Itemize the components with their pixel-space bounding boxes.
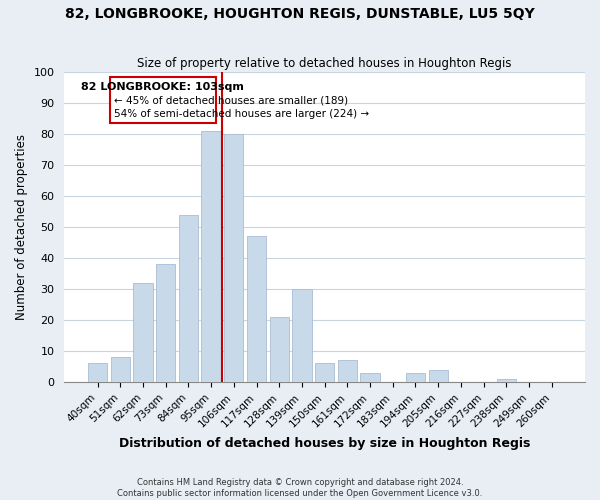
Bar (202, 131, 221, 382)
Title: Size of property relative to detached houses in Houghton Regis: Size of property relative to detached ho… (137, 56, 512, 70)
Text: 54% of semi-detached houses are larger (224) →: 54% of semi-detached houses are larger (… (114, 109, 369, 119)
Bar (179, 214, 198, 382)
Y-axis label: Number of detached properties: Number of detached properties (15, 134, 28, 320)
Text: 82, LONGBROOKE, HOUGHTON REGIS, DUNSTABLE, LU5 5QY: 82, LONGBROOKE, HOUGHTON REGIS, DUNSTABL… (65, 8, 535, 22)
FancyBboxPatch shape (110, 76, 215, 123)
Bar (428, 370, 448, 382)
Bar (156, 264, 175, 382)
Bar (315, 364, 334, 382)
Bar (361, 373, 380, 382)
Bar (247, 236, 266, 382)
Bar (406, 373, 425, 382)
Bar (224, 134, 244, 382)
Bar (133, 283, 152, 382)
Text: ← 45% of detached houses are smaller (189): ← 45% of detached houses are smaller (18… (114, 96, 348, 106)
Bar (269, 317, 289, 382)
Text: Contains HM Land Registry data © Crown copyright and database right 2024.
Contai: Contains HM Land Registry data © Crown c… (118, 478, 482, 498)
Bar (338, 360, 357, 382)
Bar (110, 358, 130, 382)
Bar (497, 379, 516, 382)
Bar (292, 289, 311, 382)
X-axis label: Distribution of detached houses by size in Houghton Regis: Distribution of detached houses by size … (119, 437, 530, 450)
Bar (88, 364, 107, 382)
Text: 82 LONGBROOKE: 103sqm: 82 LONGBROOKE: 103sqm (82, 82, 244, 92)
